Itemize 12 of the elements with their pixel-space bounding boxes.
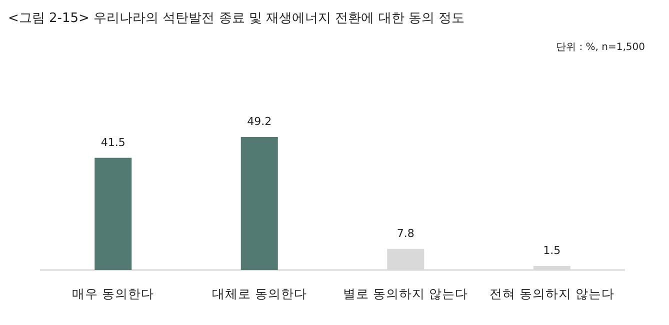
data-label: 1.5: [543, 244, 561, 257]
chart-title: <그림 2-15> 우리나라의 석탄발전 종료 및 재생에너지 전환에 대한 동의 정도: [8, 11, 465, 26]
x-tick-label: 매우 동의한다: [72, 286, 154, 301]
data-label: 7.8: [396, 226, 414, 240]
data-label: 49.2: [247, 115, 272, 128]
data-label: 41.5: [100, 136, 126, 149]
x-tick-label: 대체로 동의한다: [212, 286, 307, 301]
text: 단위 : %, n=1,500: [556, 42, 645, 53]
x-tick-label: 전혀 동의하지 않는다: [489, 286, 614, 301]
x-tick-label: 별로 동의하지 않는다: [343, 286, 468, 301]
bar: [240, 137, 278, 270]
bar: [94, 158, 132, 270]
